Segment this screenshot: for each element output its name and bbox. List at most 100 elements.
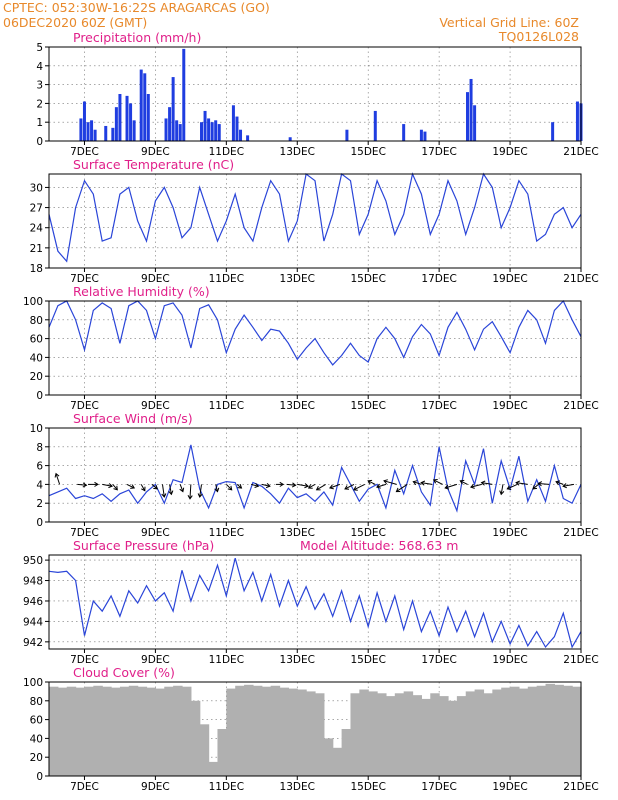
wind-vector-arrow xyxy=(367,480,376,485)
wind-vector-arrowhead xyxy=(179,487,185,493)
precip-bar xyxy=(171,77,175,141)
cloud-bar xyxy=(465,691,476,776)
station-header: CPTEC: 052:30W-16:22S ARAGARCAS (GO) xyxy=(3,0,270,15)
wind-vector-arrow xyxy=(236,484,242,489)
wind-vector-arrowhead xyxy=(420,480,426,486)
cloud-bar xyxy=(474,689,485,776)
cloud-bar xyxy=(252,685,263,776)
wind-y-tick-label: 4 xyxy=(36,479,43,491)
cloud-y-tick-label: 20 xyxy=(30,752,43,764)
precip-bar xyxy=(246,135,250,141)
wind-vector-arrow xyxy=(308,483,316,489)
wind-title: Surface Wind (m/s) xyxy=(73,411,193,426)
rh-panel: Relative Humidity (%) 0 20 40 60 80 100 7DEC 9DE… xyxy=(23,284,599,412)
precip-bar xyxy=(235,116,239,141)
wind-vector-arrowhead xyxy=(187,495,193,500)
precip-bar xyxy=(203,110,207,141)
temp-y-tick-label: 30 xyxy=(30,182,43,194)
wind-vector-arrowhead xyxy=(254,482,260,488)
precip-bar xyxy=(551,122,555,141)
x-tick-label: 15DEC xyxy=(350,146,385,158)
wind-vector-arrow xyxy=(470,483,482,488)
x-tick-label: 13DEC xyxy=(280,781,315,793)
x-tick-label: 9DEC xyxy=(141,781,170,793)
wind-vector-arrowhead xyxy=(141,486,146,492)
cloud-bar xyxy=(288,688,298,776)
precip-bar xyxy=(466,92,470,141)
temp-y-tick-label: 24 xyxy=(30,223,44,235)
precip-bar xyxy=(345,129,349,141)
cloud-bar xyxy=(323,738,334,776)
x-tick-label: 9DEC xyxy=(141,400,170,412)
rh-series-line xyxy=(48,299,582,366)
wind-vector-arrowhead xyxy=(353,486,358,491)
precip-bar xyxy=(146,94,150,141)
cloud-y-tick-label: 0 xyxy=(36,771,43,783)
cloud-bar xyxy=(297,689,307,776)
wind-y-tick-label: 8 xyxy=(36,442,43,454)
pressure-panel: Surface Pressure (hPa) Model Altitude: 56… xyxy=(23,538,599,666)
cloud-bar xyxy=(545,683,555,776)
cloud-bar xyxy=(527,686,538,776)
vertical-grid-line-note: Vertical Grid Line: 60Z xyxy=(439,15,579,30)
precip-bar xyxy=(182,48,186,141)
cloud-bar xyxy=(279,687,289,776)
precip-y-tick-label: 5 xyxy=(36,42,43,54)
cloud-title: Cloud Cover (%) xyxy=(73,665,175,680)
precip-bar xyxy=(143,73,147,141)
cloud-y-tick-label: 40 xyxy=(30,733,43,745)
wind-vector-arrow xyxy=(563,483,574,487)
wind-vector-arrow xyxy=(376,483,387,488)
x-tick-label: 15DEC xyxy=(350,654,385,666)
cloud-bar xyxy=(226,688,236,776)
wind-vector-arrowhead xyxy=(214,487,220,493)
pressure-subtitle: Model Altitude: 568.63 m xyxy=(300,538,458,553)
precip-frame xyxy=(48,46,582,142)
wind-vector-arrow xyxy=(169,484,172,495)
wind-vector-arrowhead xyxy=(537,481,543,487)
cloud-bar xyxy=(394,693,405,776)
x-tick-label: 15DEC xyxy=(350,273,385,285)
precip-bar xyxy=(168,107,172,141)
pressure-y-tick-label: 944 xyxy=(23,616,43,628)
x-tick-label: 19DEC xyxy=(492,527,527,539)
cloud-y-tick-label: 60 xyxy=(30,715,43,727)
precip-y-tick-label: 1 xyxy=(36,117,43,129)
x-tick-label: 7DEC xyxy=(70,527,99,539)
wind-vector-arrowhead xyxy=(237,484,243,489)
cloud-bar xyxy=(111,687,121,776)
wind-vector-arrowhead xyxy=(304,483,310,489)
model-resolution-label: TQ0126L028 xyxy=(498,29,579,44)
x-tick-label: 7DEC xyxy=(70,654,99,666)
cloud-bar xyxy=(146,687,156,776)
x-tick-label: 7DEC xyxy=(70,781,99,793)
wind-vector-arrow xyxy=(297,483,309,487)
wind-vector-arrow xyxy=(161,484,165,498)
precip-bar xyxy=(139,69,143,141)
cloud-bar xyxy=(510,686,520,776)
rh-y-tick-label: 0 xyxy=(36,390,43,402)
x-tick-label: 17DEC xyxy=(421,400,456,412)
cloud-bar xyxy=(182,686,192,776)
cloud-bar xyxy=(244,684,254,776)
wind-vector-arrow xyxy=(538,483,550,485)
x-tick-label: 13DEC xyxy=(280,146,315,158)
x-tick-label: 11DEC xyxy=(209,400,244,412)
temp-y-tick-label: 21 xyxy=(30,243,43,255)
x-tick-label: 17DEC xyxy=(421,146,456,158)
precip-bar xyxy=(164,118,168,141)
wind-vector-arrow xyxy=(532,484,539,490)
precip-bar xyxy=(469,78,473,141)
cloud-bar xyxy=(430,693,440,776)
wind-vector-arrowhead xyxy=(562,483,567,489)
wind-vector-arrow xyxy=(396,483,408,493)
x-tick-label: 15DEC xyxy=(350,781,385,793)
wind-vector-arrow xyxy=(225,484,233,491)
wind-vector-arrowhead xyxy=(383,479,388,485)
x-tick-label: 19DEC xyxy=(492,400,527,412)
cloud-bar xyxy=(190,700,201,776)
precip-bar xyxy=(129,103,133,141)
rh-y-tick-label: 40 xyxy=(30,352,43,364)
cloud-bar xyxy=(341,729,352,776)
cloud-bar xyxy=(57,687,68,776)
